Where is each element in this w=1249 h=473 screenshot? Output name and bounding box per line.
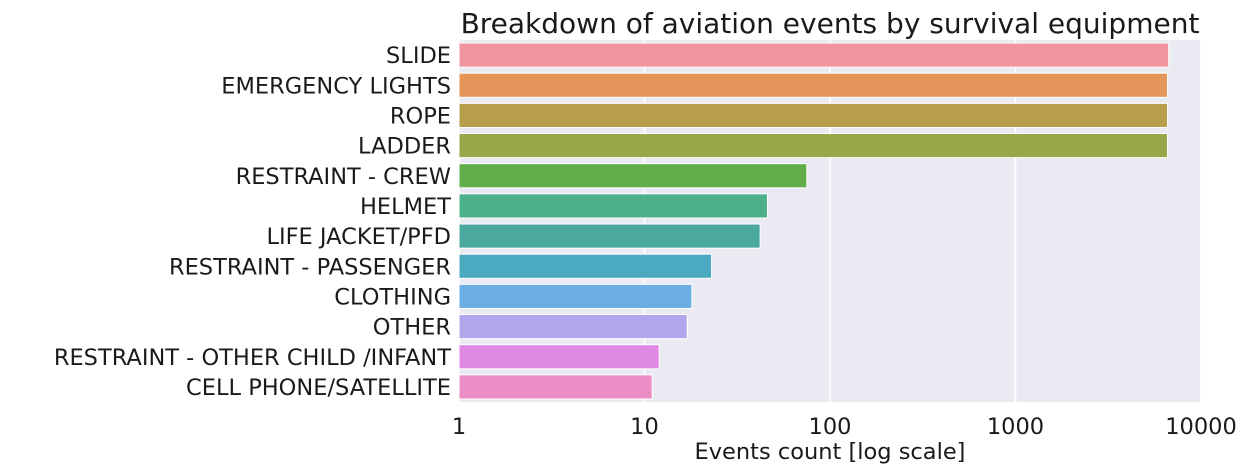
x-tick-label: 100 bbox=[809, 414, 852, 440]
category-label: LIFE JACKET/PFD bbox=[266, 224, 451, 250]
x-tick-labels: 1 10 100 1000 10000 bbox=[452, 414, 1237, 440]
bar bbox=[458, 314, 688, 340]
bar bbox=[458, 42, 1170, 68]
bar bbox=[458, 133, 1169, 159]
category-label: LADDER bbox=[358, 134, 451, 160]
bar bbox=[458, 163, 808, 189]
category-label: OTHER bbox=[373, 315, 451, 341]
x-tick-label: 1000 bbox=[987, 414, 1044, 440]
bar bbox=[458, 102, 1169, 128]
bar bbox=[458, 253, 713, 279]
x-tick-label: 10 bbox=[630, 414, 659, 440]
x-tick-label: 1 bbox=[452, 414, 466, 440]
bar bbox=[458, 374, 653, 400]
category-label: HELMET bbox=[360, 194, 451, 220]
gridlines bbox=[458, 40, 1202, 402]
category-label: RESTRAINT - CREW bbox=[236, 164, 451, 190]
category-label: ROPE bbox=[390, 103, 451, 129]
category-labels: SLIDE EMERGENCY LIGHTS ROPE LADDER RESTRAINT… bbox=[54, 43, 451, 401]
x-tick-label: 10000 bbox=[1165, 414, 1237, 440]
category-label: SLIDE bbox=[386, 43, 451, 69]
bar bbox=[458, 223, 761, 249]
category-label: EMERGENCY LIGHTS bbox=[221, 73, 451, 99]
bar bbox=[458, 193, 768, 219]
category-label: RESTRAINT - OTHER CHILD /INFANT bbox=[54, 345, 451, 371]
chart-title: Breakdown of aviation events by survival… bbox=[461, 7, 1200, 40]
bar bbox=[458, 72, 1169, 98]
category-label: CELL PHONE/SATELLITE bbox=[186, 375, 451, 401]
category-label: CLOTHING bbox=[334, 284, 451, 310]
category-label: RESTRAINT - PASSENGER bbox=[169, 254, 451, 280]
bars bbox=[458, 42, 1170, 400]
bar bbox=[458, 344, 660, 370]
x-axis-label: Events count [log scale] bbox=[695, 439, 966, 465]
bar bbox=[458, 283, 693, 309]
